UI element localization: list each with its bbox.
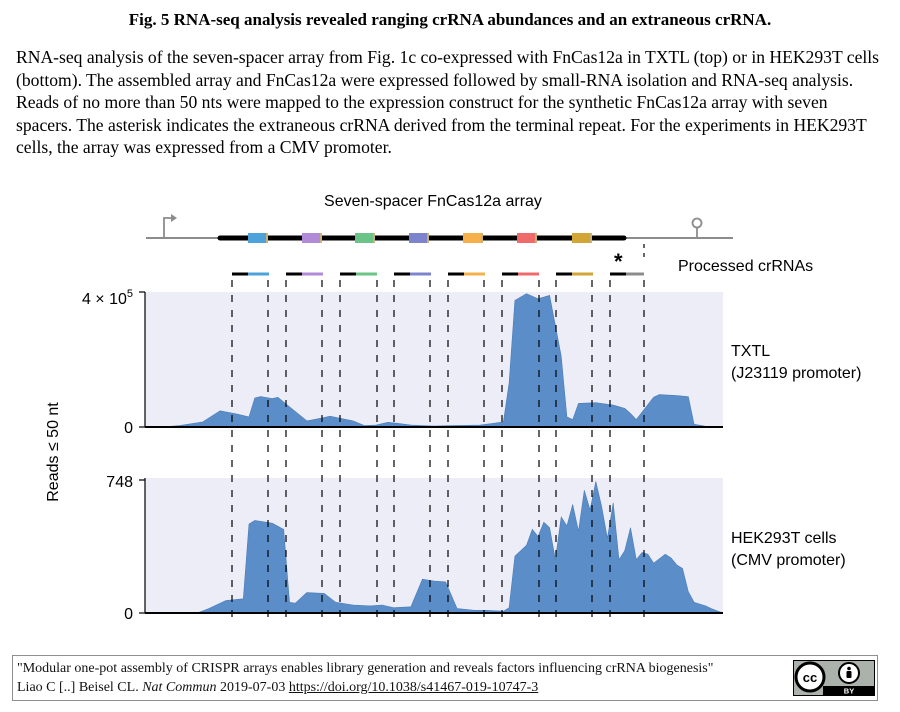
txtl-panel-label: TXTL [731, 343, 770, 360]
citation-title: "Modular one-pot assembly of CRISPR arra… [17, 661, 714, 676]
txtl-read-coverage-area [145, 293, 724, 428]
array-spacer-5-edge [481, 233, 483, 243]
array-title: Seven-spacer FnCas12a array [324, 193, 542, 210]
cc-by-license-badge[interactable]: cc BY [793, 660, 875, 696]
array-spacer-7 [572, 233, 592, 243]
citation-date: 2019-07-03 [220, 680, 286, 695]
array-spacer-2-edge [320, 233, 322, 243]
processed-crrnas-label: Processed crRNAs [678, 258, 813, 275]
array-spacer-4-edge [427, 233, 429, 243]
txtl-plot-background [145, 292, 723, 427]
array-spacer-1 [248, 233, 268, 243]
cc-by-text: BY [844, 687, 854, 696]
hek293t-panel-promoter-label: (CMV promoter) [731, 552, 846, 569]
cc-logo-icon [794, 661, 826, 693]
txtl-y-tick-label-max: 4 × 105 [82, 288, 133, 308]
citation-authors: Liao C [..] Beisel CL. [17, 680, 139, 695]
hek293t-panel: 748 0 HEK293T cells (CMV promoter) [106, 474, 845, 623]
array-schematic: Seven-spacer FnCas12a array [146, 193, 733, 243]
hek293t-y-tick-label-max: 748 [106, 474, 133, 491]
array-spacer-7-edge [590, 233, 592, 243]
array-spacers [248, 233, 592, 243]
citation-source: Liao C [..] Beisel CL. Nat Commun 2019-0… [17, 678, 787, 697]
citation-box: "Modular one-pot assembly of CRISPR arra… [12, 655, 878, 701]
figure-title: Fig. 5 RNA-seq analysis revealed ranging… [128, 10, 772, 29]
citation-journal: Nat Commun [142, 680, 217, 695]
hek293t-panel-label: HEK293T cells [731, 530, 837, 547]
txtl-panel-promoter-label: (J23119 promoter) [731, 365, 861, 382]
promoter-arrow-icon [163, 217, 174, 238]
txtl-panel: 4 × 105 0 TXTL (J23119 promoter) [82, 288, 862, 437]
promoter-arrowhead-icon [171, 214, 177, 222]
cc-logo-text: cc [803, 670, 817, 685]
array-spacer-1-edge [266, 233, 268, 243]
processed-crrnas: * Processed crRNAs [232, 249, 813, 276]
terminator-hairpin-icon [691, 217, 703, 229]
array-spacer-2 [302, 233, 322, 243]
array-spacer-3-edge [373, 233, 375, 243]
figure-caption: RNA-seq analysis of the seven-spacer arr… [16, 47, 880, 157]
array-spacer-6-edge [535, 233, 537, 243]
citation-text: "Modular one-pot assembly of CRISPR arra… [17, 659, 787, 697]
hek293t-read-coverage-area [145, 481, 724, 614]
hek293t-y-tick-label-zero: 0 [124, 606, 133, 623]
txtl-y-tick-label-zero: 0 [124, 420, 133, 437]
extraneous-crrna-asterisk: * [614, 249, 623, 274]
y-axis-label: Reads ≤ 50 nt [45, 402, 62, 502]
array-spacer-5 [463, 233, 483, 243]
array-spacer-3 [355, 233, 375, 243]
figure-canvas: Seven-spacer FnCas12a array * Processed … [45, 193, 862, 623]
array-spacer-4 [409, 233, 429, 243]
citation-doi-link[interactable]: https://doi.org/10.1038/s41467-019-10747… [288, 680, 539, 695]
array-spacer-6 [517, 233, 537, 243]
crrna-boundary-guides [231, 244, 645, 618]
